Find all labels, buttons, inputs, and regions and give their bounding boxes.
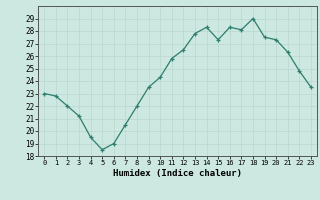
X-axis label: Humidex (Indice chaleur): Humidex (Indice chaleur) (113, 169, 242, 178)
